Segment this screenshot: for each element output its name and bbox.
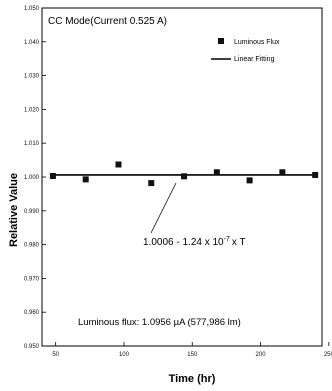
data-points bbox=[49, 161, 319, 187]
legend-label-linear-fitting: Linear Fitting bbox=[234, 56, 275, 63]
data-point bbox=[115, 161, 122, 168]
data-point bbox=[148, 180, 155, 187]
y-tick-label: 0.990 bbox=[24, 209, 40, 215]
fit-equation: 1.0006 - 1.24 x 10-7 x T bbox=[143, 236, 246, 248]
y-tick-label: 1.040 bbox=[24, 40, 40, 46]
y-tick-label: 0.960 bbox=[24, 310, 40, 316]
data-point bbox=[213, 169, 220, 176]
legend: Luminous Flux Linear Fitting bbox=[211, 38, 280, 63]
data-point bbox=[49, 172, 56, 179]
equation-leader-line bbox=[150, 182, 177, 234]
data-point bbox=[246, 177, 253, 184]
flux-annotation: Luminous flux: 1.0956 µA (577,986 lm) bbox=[78, 317, 241, 328]
y-tick-label: 1.050 bbox=[24, 6, 40, 12]
fit-equation-exponent: -7 bbox=[224, 236, 230, 243]
y-tick-label: 0.980 bbox=[24, 243, 40, 249]
y-tick-label: 1.030 bbox=[24, 74, 40, 80]
x-tick-label: 150 bbox=[187, 352, 198, 358]
legend-marker-luminous-flux bbox=[218, 38, 224, 44]
data-point bbox=[82, 176, 89, 183]
data-point bbox=[279, 169, 286, 176]
y-tick-label: 1.020 bbox=[24, 107, 40, 113]
data-point bbox=[181, 173, 188, 180]
y-tick-label: 0.950 bbox=[24, 344, 40, 350]
y-tick-label: 1.000 bbox=[24, 175, 40, 181]
chart-title: CC Mode(Current 0.525 A) bbox=[48, 16, 167, 27]
x-axis: 50 100 150 200 250 bbox=[52, 342, 332, 358]
y-tick-label: 1.010 bbox=[24, 141, 40, 147]
x-tick-label: 50 bbox=[52, 352, 59, 358]
x-tick-label: 200 bbox=[256, 352, 267, 358]
y-axis-title: Relative Value bbox=[8, 173, 20, 247]
x-tick-label: 250 bbox=[324, 352, 332, 358]
y-tick-label: 0.970 bbox=[24, 276, 40, 282]
x-tick-label: 100 bbox=[119, 352, 130, 358]
y-axis: 0.950 0.960 0.970 0.980 0.990 1.000 1.010 1.020… bbox=[24, 6, 46, 350]
data-point bbox=[312, 171, 319, 178]
legend-label-luminous-flux: Luminous Flux bbox=[234, 39, 280, 46]
x-axis-title: Time (hr) bbox=[169, 373, 216, 385]
fit-equation-base: 1.0006 - 1.24 x 10 bbox=[143, 237, 224, 248]
fit-equation-tail: x T bbox=[232, 237, 246, 248]
